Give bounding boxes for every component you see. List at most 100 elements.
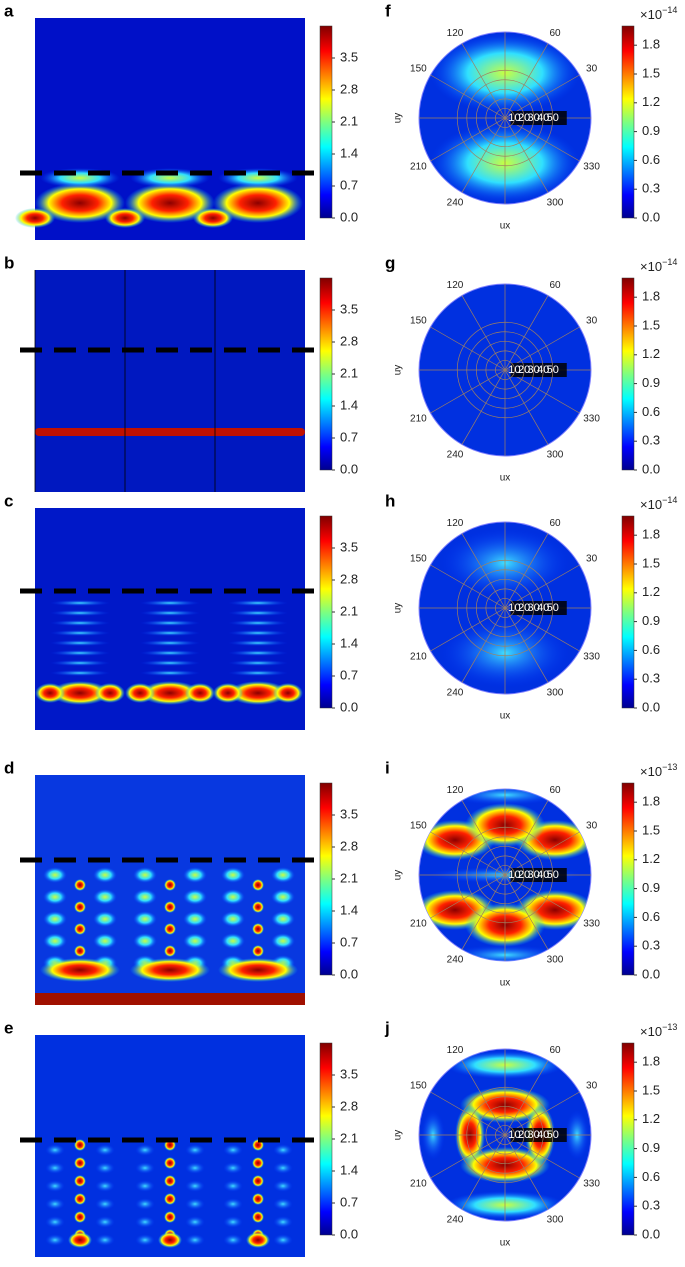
angle-tick-label: 120 [447, 1045, 464, 1056]
angle-tick-label: 330 [583, 652, 600, 663]
radial-tick-label: 30 [528, 869, 540, 881]
colorbar-tick-label: 3.5 [340, 301, 358, 316]
colorbar-tick-label: 0.6 [642, 642, 660, 657]
colorbar-tick-label: 0.6 [642, 152, 660, 167]
angle-tick-label: 210 [410, 652, 427, 663]
field-blob [45, 1180, 65, 1192]
x-axis-label: ux [500, 473, 511, 484]
polar-grid-circle [456, 321, 554, 419]
polar-spoke [504, 117, 549, 193]
colorbar-tick-label: 2.8 [340, 838, 358, 853]
field-blob [95, 1144, 115, 1156]
polar-grid-circle [495, 1125, 515, 1145]
colorbar-tick-label: 0.0 [340, 461, 358, 476]
polar-spoke [504, 800, 549, 876]
field-blob [185, 1198, 205, 1210]
angle-tick-label: 210 [410, 414, 427, 425]
field-blob [221, 933, 245, 949]
field-blob [185, 683, 215, 703]
angle-tick-label: 60 [549, 1045, 561, 1056]
scale-base: ×10 [640, 7, 662, 22]
polar-grid-circle [456, 559, 554, 657]
field-blob [135, 1162, 155, 1174]
panel-letter: e [4, 1018, 13, 1037]
field-blob [35, 683, 65, 703]
colorbar-tick-label: 1.5 [642, 65, 660, 80]
field-blob [164, 901, 176, 913]
polar-spoke [461, 117, 506, 193]
field-blob [273, 683, 303, 703]
angle-tick-label: 150 [410, 64, 427, 75]
colorbar-tick-label: 0.7 [340, 429, 358, 444]
field-blob [252, 879, 264, 891]
radial-tick-label: 30 [528, 364, 540, 376]
colorbar-tick-label: 0.0 [340, 209, 358, 224]
radial-tick-label: 30 [528, 602, 540, 614]
panel-letter: h [385, 491, 395, 510]
field-blob [164, 879, 176, 891]
field-blob [140, 610, 200, 616]
colorbar-tick-label: 1.8 [642, 527, 660, 542]
scale-base: ×10 [640, 764, 662, 779]
colorbar [319, 277, 333, 471]
angle-tick-label: 240 [447, 1215, 464, 1226]
x-axis-label: ux [500, 1238, 511, 1249]
polar-spoke [430, 1091, 506, 1136]
colorbar-tick-label: 3.5 [340, 1066, 358, 1081]
field-blob [135, 1216, 155, 1228]
field-blob [185, 1180, 205, 1192]
field-blob [74, 879, 86, 891]
colorbar-tick-label: 1.4 [340, 145, 358, 160]
scale-label: ×10−14 [640, 5, 677, 22]
field-blob [74, 1157, 86, 1169]
polar-spoke [461, 1060, 506, 1136]
field-blob [228, 670, 288, 676]
panel-letter: b [4, 253, 14, 272]
angle-tick-label: 30 [586, 316, 598, 327]
field-blob [43, 889, 67, 905]
polar-grid-circle [495, 360, 515, 380]
field-blob [273, 1162, 293, 1174]
field-blob [135, 1180, 155, 1192]
field-blob [140, 640, 200, 646]
colorbar [621, 1042, 635, 1236]
field-blob [93, 889, 117, 905]
field-blob [45, 1198, 65, 1210]
scale-exponent: −13 [662, 762, 677, 772]
radial-tick-label: 40 [537, 602, 549, 614]
polar-spoke [461, 43, 506, 119]
field-blob [40, 958, 120, 982]
colorbar-tick-label: 0.7 [340, 667, 358, 682]
radial-tick-label: 20 [518, 112, 530, 124]
colorbar-tick-label: 2.1 [340, 113, 358, 128]
field-blob [183, 889, 207, 905]
field-blob [74, 1175, 86, 1187]
field-blob [15, 208, 55, 228]
field-blob [74, 1139, 86, 1151]
colorbar-tick-label: 1.8 [642, 37, 660, 52]
field-blob [158, 1232, 182, 1248]
y-axis-label: uy [393, 603, 404, 614]
colorbar-tick-label: 0.7 [340, 1194, 358, 1209]
scale-exponent: −14 [662, 5, 677, 15]
field-blob [74, 1193, 86, 1205]
polar-grid-circle [475, 845, 535, 905]
field-blob [218, 958, 298, 982]
angle-tick-label: 120 [447, 280, 464, 291]
field-blob [273, 1216, 293, 1228]
field-blob [213, 683, 243, 703]
scale-label: ×10−13 [640, 1022, 677, 1039]
field-blob [185, 1162, 205, 1174]
field-blob [228, 630, 288, 636]
angle-tick-label: 60 [549, 785, 561, 796]
polar-grid-circle [475, 88, 535, 148]
field-blob [223, 1234, 243, 1246]
colorbar-tick-label: 0.9 [642, 880, 660, 895]
field-blob [223, 1198, 243, 1210]
radial-tick-label: 40 [537, 869, 549, 881]
colorbar-tick-label: 1.5 [642, 317, 660, 332]
field-blob [50, 660, 110, 666]
polar-grid-circle [466, 1096, 544, 1174]
field-blob [164, 1211, 176, 1223]
